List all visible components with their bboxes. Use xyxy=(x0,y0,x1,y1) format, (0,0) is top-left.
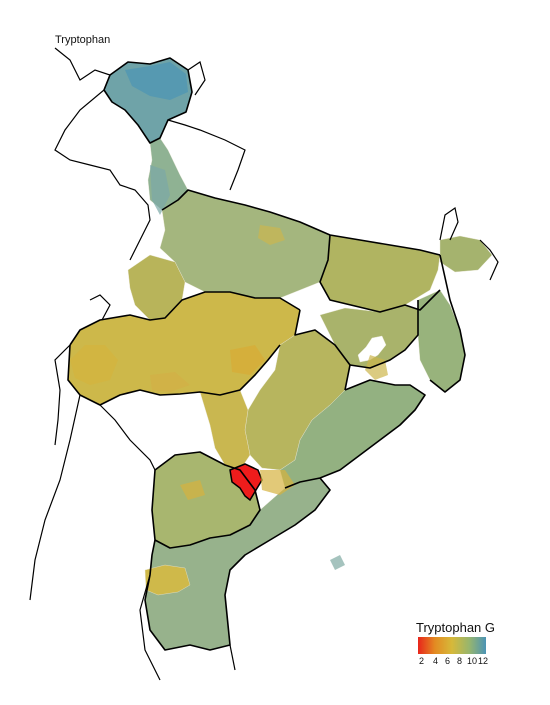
legend-tick: 8 xyxy=(457,656,463,666)
region-missing-data[interactable] xyxy=(357,335,387,363)
legend: Tryptophan G 2 4 6 8 10 12 xyxy=(416,620,526,670)
legend-tick: 10 xyxy=(467,656,478,666)
legend-tick: 4 xyxy=(433,656,439,666)
neighbor-outlines xyxy=(29,47,499,681)
legend-tick: 2 xyxy=(419,656,425,666)
region-ap-west-patch[interactable] xyxy=(144,564,191,596)
legend-color-bar xyxy=(418,637,486,654)
region-northeast[interactable] xyxy=(439,235,493,273)
region-highlight-red[interactable] xyxy=(229,463,263,502)
legend-title: Tryptophan G xyxy=(416,620,496,635)
legend-tick: 6 xyxy=(445,656,451,666)
legend-tick: 12 xyxy=(478,656,489,666)
state-borders xyxy=(67,57,466,651)
region-fills xyxy=(67,57,493,651)
region-variation xyxy=(70,62,388,570)
map-title: Tryptophan xyxy=(55,34,111,46)
region-uttar-pradesh[interactable] xyxy=(159,189,331,299)
